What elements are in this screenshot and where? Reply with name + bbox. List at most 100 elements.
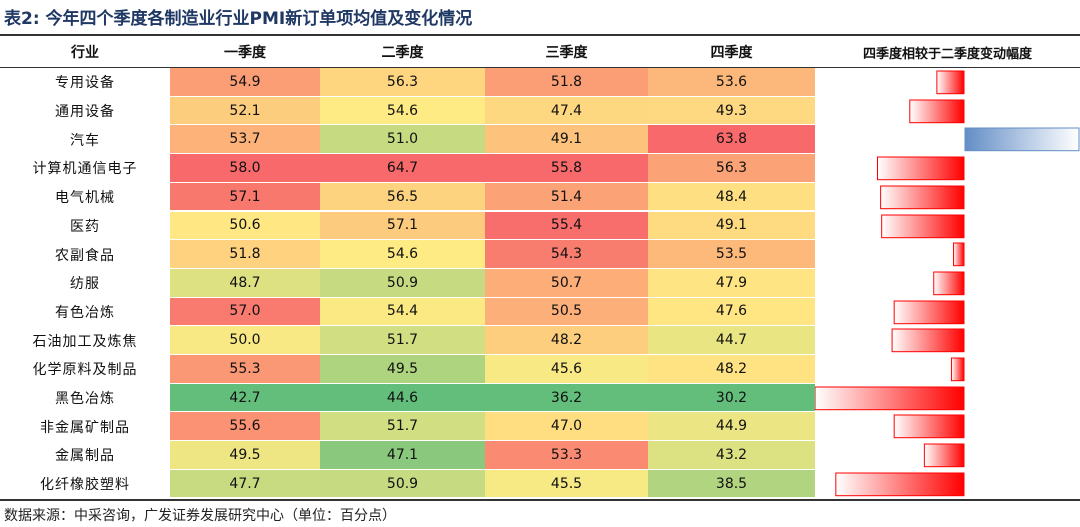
heat-cell: 44.7: [648, 326, 815, 355]
rule: [0, 34, 1080, 36]
heat-cell: 55.3: [170, 355, 320, 384]
heat-cell: 53.5: [648, 240, 815, 269]
heat-cell: 56.3: [648, 154, 815, 183]
heat-cell: 47.0: [485, 412, 648, 442]
row-label: 医药: [70, 218, 100, 235]
heat-cell: 55.6: [170, 412, 320, 442]
bar-cell: [923, 443, 965, 468]
column-header: 四季度: [710, 45, 753, 61]
row-label: 化纤橡胶塑料: [40, 477, 130, 494]
heat-cell: 51.7: [320, 412, 485, 442]
row-label: 非金属矿制品: [40, 419, 130, 436]
heat-cell: 53.6: [648, 68, 815, 97]
bar-cell: [891, 328, 965, 353]
heat-cell: 63.8: [648, 125, 815, 155]
heat-cell: 51.0: [320, 125, 485, 155]
row-label: 石油加工及炼焦: [32, 333, 138, 350]
heat-cell: 50.5: [485, 297, 648, 327]
rule: [0, 67, 1080, 68]
heat-cell: 42.7: [170, 383, 320, 413]
heat-cell: 57.1: [320, 211, 485, 241]
heat-cell: 50.7: [485, 268, 648, 298]
heat-cell: 43.2: [648, 441, 815, 470]
heat-cell: 51.7: [320, 326, 485, 355]
change-bar: [893, 300, 965, 324]
change-bar: [835, 472, 965, 496]
heat-cell: 49.1: [485, 125, 648, 155]
change-bar: [950, 357, 965, 382]
change-bar: [936, 70, 965, 95]
heat-cell: 55.8: [485, 154, 648, 183]
row-label: 汽车: [70, 132, 100, 149]
heat-cell: 56.5: [320, 182, 485, 212]
heat-cell: 50.6: [170, 211, 320, 241]
bar-cell: [877, 156, 965, 181]
heat-cell: 50.0: [170, 326, 320, 355]
bar-cell: [880, 185, 965, 209]
heat-cell: 45.6: [485, 355, 648, 384]
column-header: 二季度: [381, 45, 424, 61]
heat-cell: 45.5: [485, 469, 648, 499]
row-label: 有色冶炼: [55, 304, 115, 321]
heat-cell: 47.9: [648, 268, 815, 298]
bar-cell: [964, 127, 1080, 152]
heat-cell: 49.1: [648, 211, 815, 241]
bar-cell: [953, 242, 965, 267]
bar-cell: [815, 386, 965, 410]
row-label: 计算机通信电子: [32, 161, 138, 178]
source-note: 数据来源：中采咨询，广发证券发展研究中心（单位：百分点）: [4, 508, 396, 524]
heat-cell: 50.9: [320, 469, 485, 499]
bar-cell: [893, 414, 965, 439]
row-label: 化学原料及制品: [32, 362, 138, 379]
change-bar: [877, 156, 965, 181]
bar-cell: [881, 214, 965, 238]
bar-cell: [835, 472, 965, 496]
bar-cell: [950, 357, 965, 382]
column-header: 四季度相较于二季度变动幅度: [862, 46, 1032, 62]
row-label: 专用设备: [55, 75, 115, 92]
heat-cell: 47.1: [320, 441, 485, 470]
heat-cell: 51.8: [170, 240, 320, 269]
bar-cell: [909, 99, 965, 123]
change-bar: [815, 386, 965, 410]
heat-cell: 58.0: [170, 154, 320, 183]
heat-cell: 47.4: [485, 96, 648, 126]
heat-cell: 47.7: [170, 469, 320, 499]
row-label: 电气机械: [55, 190, 115, 207]
heat-cell: 49.3: [648, 96, 815, 126]
row-label: 纺服: [70, 276, 100, 293]
heat-cell: 54.9: [170, 68, 320, 97]
heat-cell: 54.6: [320, 96, 485, 126]
heat-cell: 48.2: [648, 355, 815, 384]
heat-cell: 55.4: [485, 211, 648, 241]
table-title: 表2: 今年四个季度各制造业行业PMI新订单项均值及变化情况: [4, 9, 473, 29]
bar-cell: [933, 271, 965, 296]
heat-cell: 30.2: [648, 383, 815, 413]
heat-cell: 38.5: [648, 469, 815, 499]
change-bar: [880, 185, 965, 209]
change-bar: [964, 127, 1080, 152]
heat-cell: 48.2: [485, 326, 648, 355]
change-bar: [923, 443, 965, 468]
heat-cell: 53.7: [170, 125, 320, 155]
heat-cell: 52.1: [170, 96, 320, 126]
heat-cell: 57.0: [170, 297, 320, 327]
change-bar: [909, 99, 965, 123]
bar-cell: [893, 300, 965, 324]
heat-cell: 50.9: [320, 268, 485, 298]
heat-cell: 47.6: [648, 297, 815, 327]
change-bar: [881, 214, 965, 238]
heat-cell: 48.7: [170, 268, 320, 298]
heat-cell: 51.4: [485, 182, 648, 212]
heat-cell: 44.9: [648, 412, 815, 442]
heat-cell: 51.8: [485, 68, 648, 97]
change-bar: [933, 271, 965, 296]
heat-cell: 56.3: [320, 68, 485, 97]
change-bar: [893, 414, 965, 439]
heat-cell: 36.2: [485, 383, 648, 413]
heat-cell: 54.6: [320, 240, 485, 269]
row-label: 黑色冶炼: [55, 391, 115, 408]
heat-cell: 49.5: [320, 355, 485, 384]
heat-cell: 53.3: [485, 441, 648, 470]
heat-cell: 54.4: [320, 297, 485, 327]
